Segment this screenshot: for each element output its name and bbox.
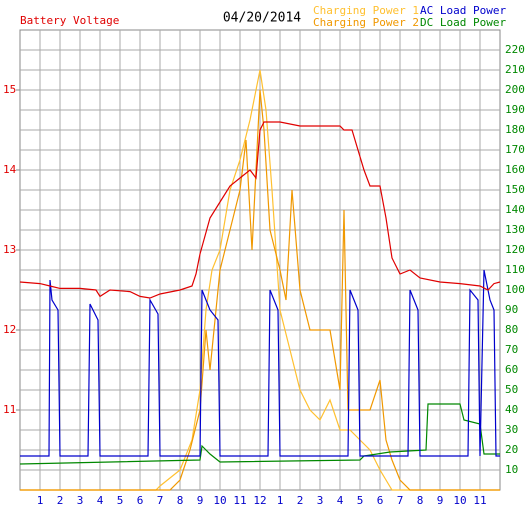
y-tick-label: 14: [3, 163, 17, 176]
y2-tick-label: 50: [505, 383, 518, 396]
y2-tick-label: 210: [505, 63, 525, 76]
x-tick-label: 9: [197, 494, 204, 507]
x-tick-label: 4: [97, 494, 104, 507]
x-tick-label: 8: [417, 494, 424, 507]
y2-tick-label: 110: [505, 263, 525, 276]
x-tick-label: 10: [453, 494, 466, 507]
y2-tick-label: 40: [505, 403, 518, 416]
x-tick-label: 10: [213, 494, 226, 507]
y2-tick-label: 170: [505, 143, 525, 156]
y2-tick-label: 130: [505, 223, 525, 236]
x-tick-label: 2: [57, 494, 64, 507]
x-tick-label: 6: [137, 494, 144, 507]
y-tick-label: 15: [3, 83, 16, 96]
y2-tick-label: 220: [505, 43, 525, 56]
legend-entry: AC Load Power: [420, 4, 506, 17]
y-tick-label: 13: [3, 243, 16, 256]
x-tick-label: 3: [77, 494, 84, 507]
legend-entry: DC Load Power: [420, 16, 506, 29]
x-tick-label: 6: [377, 494, 384, 507]
x-tick-label: 7: [397, 494, 404, 507]
series-line: [20, 69, 500, 491]
x-tick-label: 2: [297, 494, 304, 507]
legend-entry: Battery Voltage: [20, 14, 119, 27]
x-tick-label: 3: [317, 494, 324, 507]
y2-tick-label: 80: [505, 323, 518, 336]
y2-tick-label: 90: [505, 303, 518, 316]
y2-tick-label: 120: [505, 243, 525, 256]
y-tick-label: 12: [3, 323, 16, 336]
y2-tick-label: 20: [505, 443, 518, 456]
x-tick-label: 8: [177, 494, 184, 507]
series-line: [20, 89, 500, 491]
x-tick-label: 12: [253, 494, 266, 507]
y2-tick-label: 190: [505, 103, 525, 116]
y2-tick-label: 10: [505, 463, 518, 476]
y2-tick-label: 60: [505, 363, 518, 376]
x-tick-label: 5: [357, 494, 364, 507]
y2-tick-label: 160: [505, 163, 525, 176]
y2-tick-label: 150: [505, 183, 525, 196]
y-tick-label: 11: [3, 403, 16, 416]
x-tick-label: 1: [277, 494, 284, 507]
x-tick-label: 7: [157, 494, 164, 507]
legend-entry: Charging Power 2: [313, 16, 419, 29]
x-tick-label: 11: [473, 494, 486, 507]
series-line: [19, 403, 500, 465]
x-tick-label: 1: [37, 494, 44, 507]
y2-tick-label: 200: [505, 83, 525, 96]
x-tick-label: 5: [117, 494, 124, 507]
series-line: [20, 269, 500, 457]
y2-tick-label: 180: [505, 123, 525, 136]
chart-title: 04/20/2014: [223, 11, 301, 26]
y2-tick-label: 70: [505, 343, 518, 356]
y2-tick-label: 30: [505, 423, 518, 436]
x-tick-label: 9: [437, 494, 444, 507]
legend-entry: Charging Power 1: [313, 4, 419, 17]
y2-tick-label: 100: [505, 283, 525, 296]
y2-tick-label: 140: [505, 203, 525, 216]
series-line: [19, 121, 501, 299]
x-tick-label: 11: [233, 494, 246, 507]
x-tick-label: 4: [337, 494, 344, 507]
